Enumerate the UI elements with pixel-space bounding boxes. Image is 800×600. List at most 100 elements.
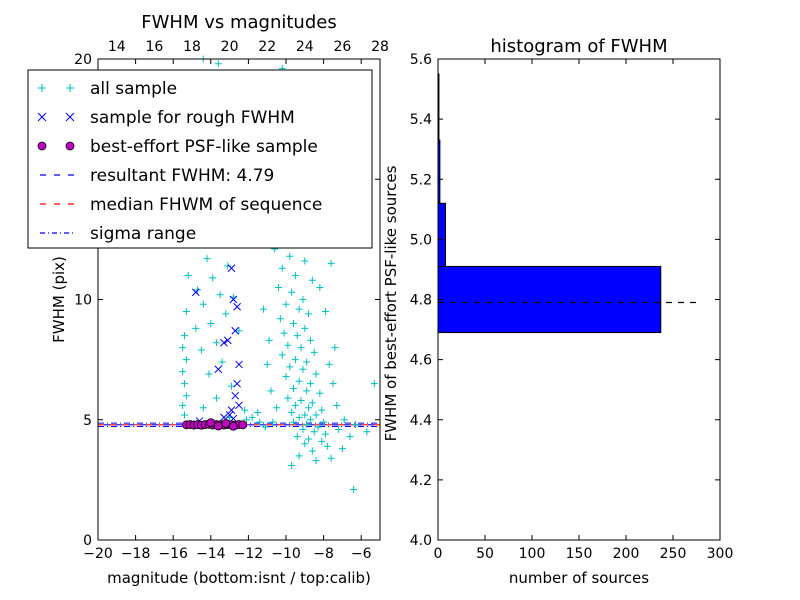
all-sample-point <box>301 411 309 419</box>
all-sample-point <box>180 380 188 388</box>
all-sample-point <box>273 404 281 412</box>
all-sample-point <box>278 264 286 272</box>
histogram-y-tick-label: 5.0 <box>410 232 432 248</box>
scatter-x-tick-label: −8 <box>313 546 334 562</box>
all-sample-point <box>291 401 299 409</box>
all-sample-point <box>301 324 309 332</box>
all-sample-point <box>241 406 249 414</box>
all-sample-point <box>308 399 316 407</box>
all-sample-point <box>180 332 188 340</box>
all-sample-point <box>205 370 213 378</box>
legend-label: resultant FWHM: 4.79 <box>90 166 274 186</box>
all-sample-point <box>214 60 222 68</box>
all-sample-point <box>316 283 324 291</box>
all-sample-point <box>295 305 303 313</box>
all-sample-point <box>199 404 207 412</box>
all-sample-point <box>323 442 331 450</box>
all-sample-point <box>182 356 190 364</box>
rough-fwhm-sample-point <box>227 406 236 414</box>
all-sample-point <box>306 416 314 424</box>
legend-circle-marker <box>37 141 47 151</box>
all-sample-point <box>305 310 313 318</box>
all-sample-point <box>305 435 313 443</box>
all-sample-point <box>276 315 284 323</box>
all-sample-point <box>293 332 301 340</box>
scatter-top-x-tick-label: 26 <box>333 39 351 55</box>
scatter-top-x-tick-label: 16 <box>145 39 163 55</box>
all-sample-point <box>310 348 318 356</box>
scatter-top-x-tick-label: 18 <box>183 39 201 55</box>
all-sample-point <box>312 370 320 378</box>
all-sample-point <box>288 409 296 417</box>
all-sample-point <box>316 389 324 397</box>
all-sample-point <box>338 445 346 453</box>
all-sample-point <box>284 394 292 402</box>
legend-entry: all sample <box>38 79 177 99</box>
rough-fwhm-sample-point <box>223 336 232 345</box>
legend-entry: sample for rough FWHM <box>37 108 295 128</box>
all-sample-point <box>303 387 311 395</box>
all-sample-point <box>303 421 311 429</box>
all-sample-point <box>256 418 264 426</box>
all-sample-point <box>179 368 187 376</box>
scatter-y-tick-label: 5 <box>83 413 92 429</box>
histogram-y-tick-label: 4.6 <box>410 353 432 369</box>
all-sample-point <box>303 358 311 366</box>
scatter-top-x-tick-label: 20 <box>221 39 239 55</box>
scatter-top-x-tick-label: 22 <box>258 39 276 55</box>
scatter-x-tick-label: −12 <box>234 546 264 562</box>
all-sample-point <box>297 397 305 405</box>
all-sample-point <box>327 259 335 267</box>
all-sample-point <box>312 457 320 465</box>
scatter-chart: FWHM vs magnitudes −20 −18 −16 −14 −12 −10 −8 −… <box>27 12 389 587</box>
histogram-bar <box>437 265 662 334</box>
rough-fwhm-sample-point <box>231 391 240 400</box>
histogram-chart-title: histogram of FWHM <box>490 36 667 57</box>
all-sample-point <box>293 433 301 441</box>
histogram-plot-area: 0 50 100 150 200 250 300 4.0 4.2 4.4 4.6 4.8 5.0 5.2 5… <box>410 52 734 562</box>
all-sample-point <box>286 252 294 260</box>
all-sample-point <box>180 411 188 419</box>
all-sample-point <box>331 344 339 352</box>
scatter-y-tick-label: 20 <box>74 52 92 68</box>
all-sample-point <box>261 423 269 431</box>
legend-label: median FHWM of sequence <box>90 195 322 215</box>
all-sample-point <box>363 428 371 436</box>
scatter-top-x-tick-label: 14 <box>108 39 126 55</box>
all-sample-point <box>282 372 290 380</box>
legend-x-marker <box>65 112 75 122</box>
psf-like-sample-point <box>221 418 231 428</box>
legend-entry: resultant FWHM: 4.79 <box>40 166 274 186</box>
histogram-x-tick-label: 100 <box>519 546 546 562</box>
all-sample-point <box>291 356 299 364</box>
all-sample-point <box>295 452 303 460</box>
legend-label: sigma range <box>90 224 196 244</box>
histogram-x-tick-label: 150 <box>566 546 593 562</box>
all-sample-point <box>333 401 341 409</box>
all-sample-point <box>329 380 337 388</box>
scatter-x-tick-label: −14 <box>196 546 226 562</box>
all-sample-point <box>259 305 267 313</box>
legend-plus-marker <box>38 84 46 92</box>
scatter-chart-title: FWHM vs magnitudes <box>141 12 336 33</box>
rough-fwhm-sample-point <box>191 288 200 297</box>
all-sample-point <box>182 308 190 316</box>
histogram-y-tick-label: 4.0 <box>410 533 432 549</box>
histogram-y-tick-label: 5.2 <box>410 172 432 188</box>
all-sample-point <box>299 425 307 433</box>
all-sample-point <box>243 416 251 424</box>
psf-like-sample-point <box>206 418 216 428</box>
all-sample-point <box>290 418 298 426</box>
all-sample-point <box>352 421 360 429</box>
all-sample-point <box>227 382 235 390</box>
psf-like-sample-point <box>213 421 223 431</box>
scatter-top-x-tick-label: 28 <box>371 39 389 55</box>
all-sample-point <box>209 274 217 282</box>
histogram-x-tick-label: 200 <box>613 546 640 562</box>
rough-fwhm-sample-point <box>231 326 240 335</box>
all-sample-point <box>370 380 378 388</box>
histogram-chart: histogram of FWHM 0 50 100 150 200 250 300 4.0 4… <box>382 36 733 587</box>
legend-label: best-effort PSF-like sample <box>90 137 318 157</box>
histogram-y-tick-label: 5.6 <box>410 52 432 68</box>
